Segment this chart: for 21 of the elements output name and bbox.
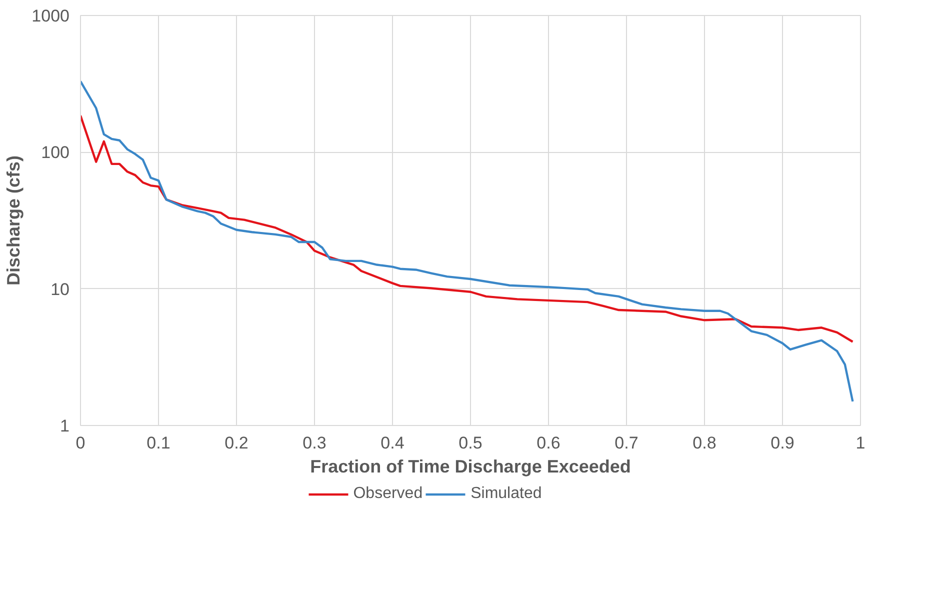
y-axis-title: Discharge (cfs) bbox=[4, 155, 24, 286]
line-series bbox=[80, 80, 854, 403]
x-tick-label: 0.5 bbox=[458, 434, 482, 452]
x-tick-label: 0.8 bbox=[692, 434, 716, 452]
x-tick-label: 0.4 bbox=[380, 434, 404, 452]
legend-label: Observed bbox=[353, 485, 423, 503]
x-tick-label: 0.6 bbox=[536, 434, 560, 452]
x-tick-label: 0.7 bbox=[614, 434, 638, 452]
y-tick-label: 1000 bbox=[32, 6, 70, 26]
x-tick-label: 0.9 bbox=[770, 434, 794, 452]
x-tick-label: 0.1 bbox=[146, 434, 170, 452]
legend-label: Simulated bbox=[470, 485, 542, 503]
x-axis-title: Fraction of Time Discharge Exceeded bbox=[310, 456, 631, 476]
x-tick-label: 1 bbox=[856, 434, 866, 452]
x-tick-label: 0 bbox=[76, 434, 86, 452]
x-tick-label: 0.2 bbox=[224, 434, 248, 452]
y-tick-label: 1 bbox=[60, 416, 70, 436]
line-series bbox=[80, 114, 854, 343]
x-tick-label: 0.3 bbox=[302, 434, 326, 452]
y-tick-label: 10 bbox=[50, 280, 70, 299]
y-tick-label: 100 bbox=[41, 143, 70, 162]
